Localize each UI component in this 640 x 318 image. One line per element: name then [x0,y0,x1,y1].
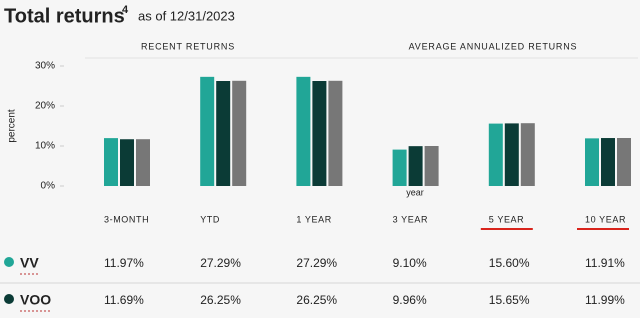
bar [617,138,631,186]
bar [296,76,311,186]
subtitle: as of 12/31/2023 [138,8,235,23]
legend-marker [4,257,14,267]
y-tick-label: 30% [35,61,55,72]
x-tick-label: 1 YEAR [296,214,331,224]
value-label: 9.10% [393,256,427,270]
x-tick-label: YTD [200,214,220,224]
bar [328,80,343,186]
title-footnote: 4 [122,4,129,16]
bar [488,123,503,186]
value-label: 27.29% [200,256,241,270]
section-label: AVERAGE ANNUALIZED RETURNS [409,41,578,51]
y-tick-label: 20% [35,101,55,112]
bar [392,149,407,186]
legend-label: VOO [20,292,51,308]
value-label: 26.25% [200,293,241,307]
section-label: RECENT RETURNS [141,41,235,51]
value-label: 15.65% [489,293,530,307]
title: Total returns [4,5,125,27]
legend-marker [4,294,14,304]
bar [104,138,118,186]
value-label: 11.91% [585,256,625,270]
bar [601,138,615,186]
value-label: 11.97% [104,256,144,270]
y-tick-label: 10% [35,141,55,152]
bar [312,81,327,186]
bar [424,146,439,186]
value-label: 26.25% [296,293,337,307]
value-label: 15.60% [489,256,530,270]
bar [520,123,535,186]
bar [585,138,599,186]
bar [232,80,247,186]
y-tick-label: 0% [41,181,56,192]
x-tick-label: 3-MONTH [104,214,149,224]
bar [216,81,231,186]
value-label: 27.29% [296,256,337,270]
x-tick-label: 3 YEAR [393,214,428,224]
y-axis-label: percent [7,109,18,143]
x-axis-label: year [406,187,424,197]
value-label: 11.99% [585,293,625,307]
x-tick-label: 5 YEAR [489,214,524,224]
bar [200,76,215,186]
x-tick-label: 10 YEAR [585,214,626,224]
bar [136,139,150,186]
bar [408,146,423,186]
bar [120,139,134,186]
value-label: 11.69% [104,293,144,307]
bar [504,123,519,186]
value-label: 9.96% [393,293,427,307]
legend-label: VV [20,255,39,271]
